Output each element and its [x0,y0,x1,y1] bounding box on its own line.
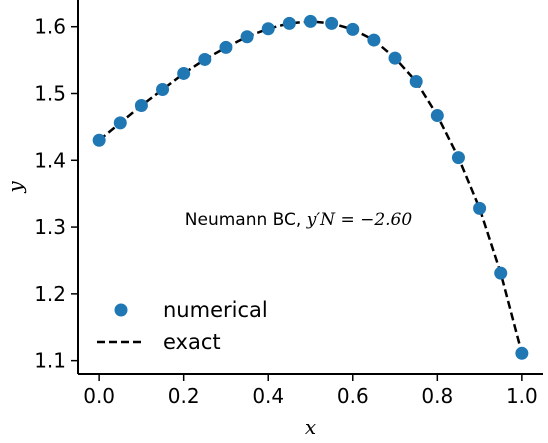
y-axis-label: y [3,181,27,194]
data-point [261,22,275,36]
axes [77,0,543,375]
x-tick-label: 0.2 [168,384,200,408]
legend-label-exact: exact [163,330,221,354]
legend: numerical exact [97,298,268,354]
data-point [346,22,360,36]
data-point [177,66,191,80]
data-point [367,33,381,47]
y-tick-label: 1.5 [34,82,66,106]
x-tick-label: 0.8 [421,384,453,408]
data-point [282,16,296,30]
y-tick-label: 1.3 [34,215,66,239]
x-axis-label: x [305,415,316,439]
data-point [198,52,212,66]
data-point [388,51,402,65]
data-point [325,16,339,30]
y-tick-label: 1.2 [34,282,66,306]
data-point [240,30,254,44]
x-tick-label: 0.0 [83,384,115,408]
x-tick-label: 0.6 [337,384,369,408]
annotation-math: y′N = −2.60 [306,210,413,230]
annotation-label: Neumann BC, [185,210,307,230]
y-tick-label: 1.6 [34,15,66,39]
data-point [156,82,170,96]
plot-area [92,14,529,360]
data-point [430,109,444,123]
data-point [473,201,487,215]
legend-marker-numerical [114,303,128,317]
data-point [304,14,317,28]
data-point [113,116,127,130]
data-point [451,151,465,165]
x-tick-label: 0.4 [252,384,284,408]
data-point [409,74,423,88]
y-tick-label: 1.1 [34,349,66,373]
x-tick-label: 1.0 [506,384,538,408]
data-point [92,133,106,147]
legend-label-numerical: numerical [163,298,268,322]
y-tick-label: 1.4 [34,148,66,172]
annotation-text: Neumann BC, y′N = −2.60 [185,210,413,230]
data-point [494,266,508,280]
ticks: 0.0 0.2 0.4 0.6 0.8 1.0 1.1 1.2 1.3 1.4 1.5 1.6 [34,15,538,408]
data-point [219,40,233,54]
data-point [515,346,529,360]
data-point [134,99,148,113]
